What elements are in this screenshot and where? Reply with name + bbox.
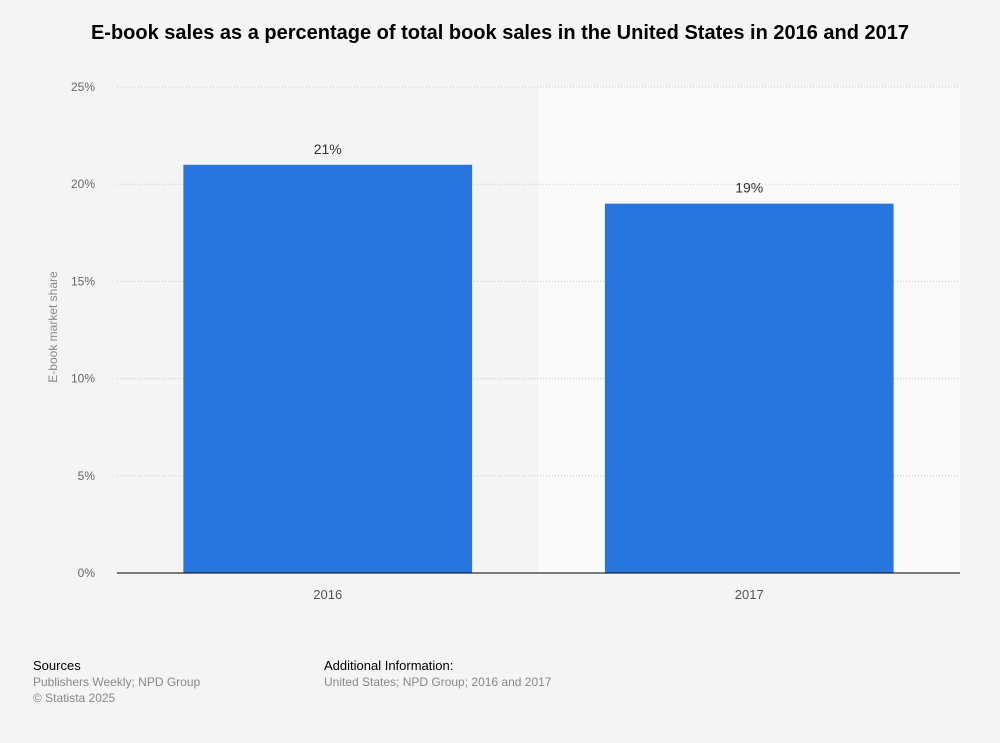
- sources-heading: Sources: [33, 658, 81, 673]
- y-tick-label: 10%: [71, 372, 95, 386]
- bar: [604, 203, 894, 573]
- chart-title: E-book sales as a percentage of total bo…: [90, 22, 910, 44]
- additional-info-heading: Additional Information:: [324, 658, 454, 673]
- additional-info-block: Additional Information: United States; N…: [324, 658, 551, 690]
- x-tick-label: 2016: [313, 587, 342, 602]
- bar-value-label: 21%: [314, 141, 342, 157]
- y-tick-label: 15%: [71, 274, 95, 288]
- y-axis-label: E-book market share: [46, 271, 60, 383]
- sources-block: Sources Publishers Weekly; NPD Group © S…: [33, 658, 200, 706]
- copyright-text: © Statista 2025: [33, 691, 116, 705]
- x-axis-ticks: 2016 2017: [313, 587, 763, 602]
- bars: 21% 19%: [183, 141, 894, 573]
- y-axis-ticks: 0% 5% 10% 15% 20% 25%: [71, 80, 95, 580]
- additional-info-text: United States; NPD Group; 2016 and 2017: [324, 675, 552, 689]
- sources-text[interactable]: Publishers Weekly; NPD Group: [33, 675, 201, 689]
- x-tick-label: 2017: [735, 587, 764, 602]
- y-tick-label: 25%: [71, 80, 95, 94]
- y-tick-label: 0%: [78, 566, 96, 580]
- bar: [183, 164, 473, 573]
- y-tick-label: 20%: [71, 177, 95, 191]
- bar-value-label: 19%: [735, 180, 763, 196]
- y-tick-label: 5%: [78, 469, 96, 483]
